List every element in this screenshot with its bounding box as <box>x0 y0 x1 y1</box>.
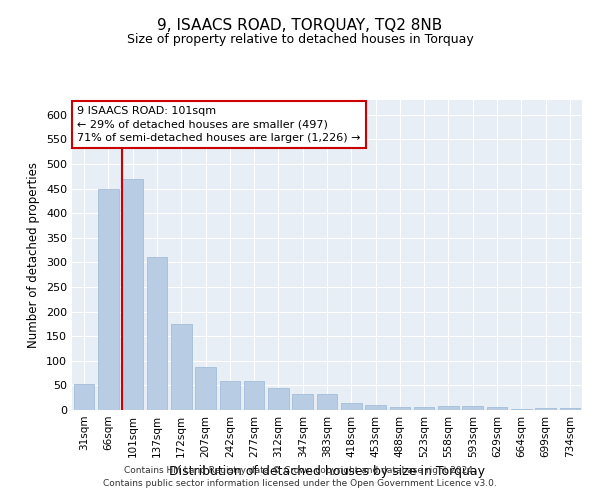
Bar <box>511 408 532 410</box>
Bar <box>268 388 289 410</box>
Bar <box>438 406 459 410</box>
Bar <box>220 382 240 410</box>
X-axis label: Distribution of detached houses by size in Torquay: Distribution of detached houses by size … <box>169 466 485 478</box>
Y-axis label: Number of detached properties: Number of detached properties <box>28 162 40 348</box>
Bar <box>171 324 191 410</box>
Bar <box>414 406 434 410</box>
Bar <box>122 178 143 410</box>
Bar <box>244 382 265 410</box>
Text: 9, ISAACS ROAD, TORQUAY, TQ2 8NB: 9, ISAACS ROAD, TORQUAY, TQ2 8NB <box>157 18 443 32</box>
Bar <box>195 366 216 410</box>
Bar <box>74 384 94 410</box>
Bar <box>341 402 362 410</box>
Bar <box>98 188 119 410</box>
Bar <box>389 406 410 410</box>
Text: Contains HM Land Registry data © Crown copyright and database right 2024.
Contai: Contains HM Land Registry data © Crown c… <box>103 466 497 487</box>
Bar <box>535 408 556 410</box>
Bar <box>317 394 337 410</box>
Text: 9 ISAACS ROAD: 101sqm
← 29% of detached houses are smaller (497)
71% of semi-det: 9 ISAACS ROAD: 101sqm ← 29% of detached … <box>77 106 361 142</box>
Bar <box>560 408 580 410</box>
Bar <box>463 406 483 410</box>
Text: Size of property relative to detached houses in Torquay: Size of property relative to detached ho… <box>127 32 473 46</box>
Bar <box>365 405 386 410</box>
Bar <box>292 394 313 410</box>
Bar <box>146 258 167 410</box>
Bar <box>487 406 508 410</box>
